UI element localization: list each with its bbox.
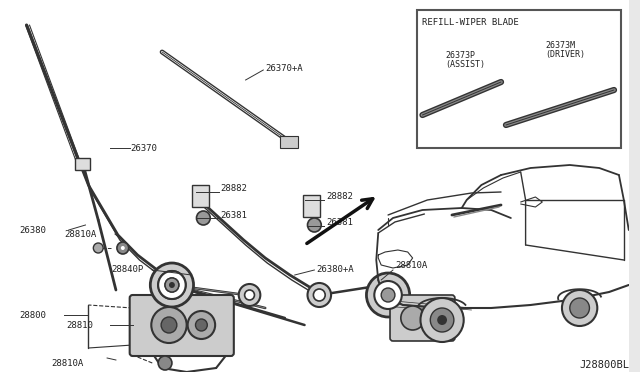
Circle shape — [151, 307, 187, 343]
Circle shape — [422, 308, 442, 328]
Circle shape — [239, 284, 260, 306]
Circle shape — [158, 271, 186, 299]
Bar — [191, 185, 209, 207]
Circle shape — [381, 288, 395, 302]
Circle shape — [158, 271, 186, 299]
Text: 26380: 26380 — [20, 225, 47, 234]
Circle shape — [150, 263, 193, 307]
Bar — [417, 10, 621, 148]
Text: (ASSIST): (ASSIST) — [445, 60, 485, 68]
Circle shape — [158, 356, 172, 370]
Text: 28800: 28800 — [20, 311, 47, 320]
Circle shape — [562, 290, 597, 326]
Circle shape — [374, 281, 402, 309]
Text: 26370: 26370 — [131, 144, 157, 153]
Circle shape — [165, 278, 179, 292]
Circle shape — [188, 311, 215, 339]
Text: 28882: 28882 — [220, 183, 247, 192]
Circle shape — [570, 298, 589, 318]
Text: 28882: 28882 — [326, 192, 353, 201]
Circle shape — [165, 278, 179, 292]
Circle shape — [93, 243, 103, 253]
Text: 26373M: 26373M — [545, 41, 575, 49]
Circle shape — [161, 317, 177, 333]
Text: (DRIVER): (DRIVER) — [545, 49, 585, 58]
Text: 28840P: 28840P — [111, 266, 143, 275]
Circle shape — [401, 306, 424, 330]
Circle shape — [169, 282, 175, 288]
Text: REFILL-WIPER BLADE: REFILL-WIPER BLADE — [422, 17, 519, 26]
Text: 26370+A: 26370+A — [265, 64, 303, 73]
Circle shape — [314, 289, 325, 301]
FancyBboxPatch shape — [390, 295, 455, 341]
Circle shape — [244, 290, 255, 300]
Circle shape — [121, 246, 125, 250]
Text: 26380+A: 26380+A — [316, 266, 354, 275]
Text: 28810A: 28810A — [51, 359, 83, 368]
Text: 28810: 28810 — [67, 321, 93, 330]
Circle shape — [117, 242, 129, 254]
Bar — [303, 195, 320, 217]
Text: 26373P: 26373P — [445, 51, 475, 60]
Text: 28810A: 28810A — [64, 230, 96, 238]
Text: 26381: 26381 — [326, 218, 353, 227]
Text: 26381: 26381 — [220, 211, 247, 219]
Circle shape — [307, 283, 331, 307]
Circle shape — [430, 308, 454, 332]
Bar — [280, 136, 298, 148]
Circle shape — [420, 298, 464, 342]
Circle shape — [437, 315, 447, 325]
Circle shape — [367, 273, 410, 317]
Circle shape — [195, 319, 207, 331]
Text: J28800BL: J28800BL — [580, 360, 630, 370]
Circle shape — [196, 211, 210, 225]
Circle shape — [307, 218, 321, 232]
Text: 28810A: 28810A — [395, 260, 427, 269]
Bar — [75, 158, 90, 170]
FancyBboxPatch shape — [130, 295, 234, 356]
